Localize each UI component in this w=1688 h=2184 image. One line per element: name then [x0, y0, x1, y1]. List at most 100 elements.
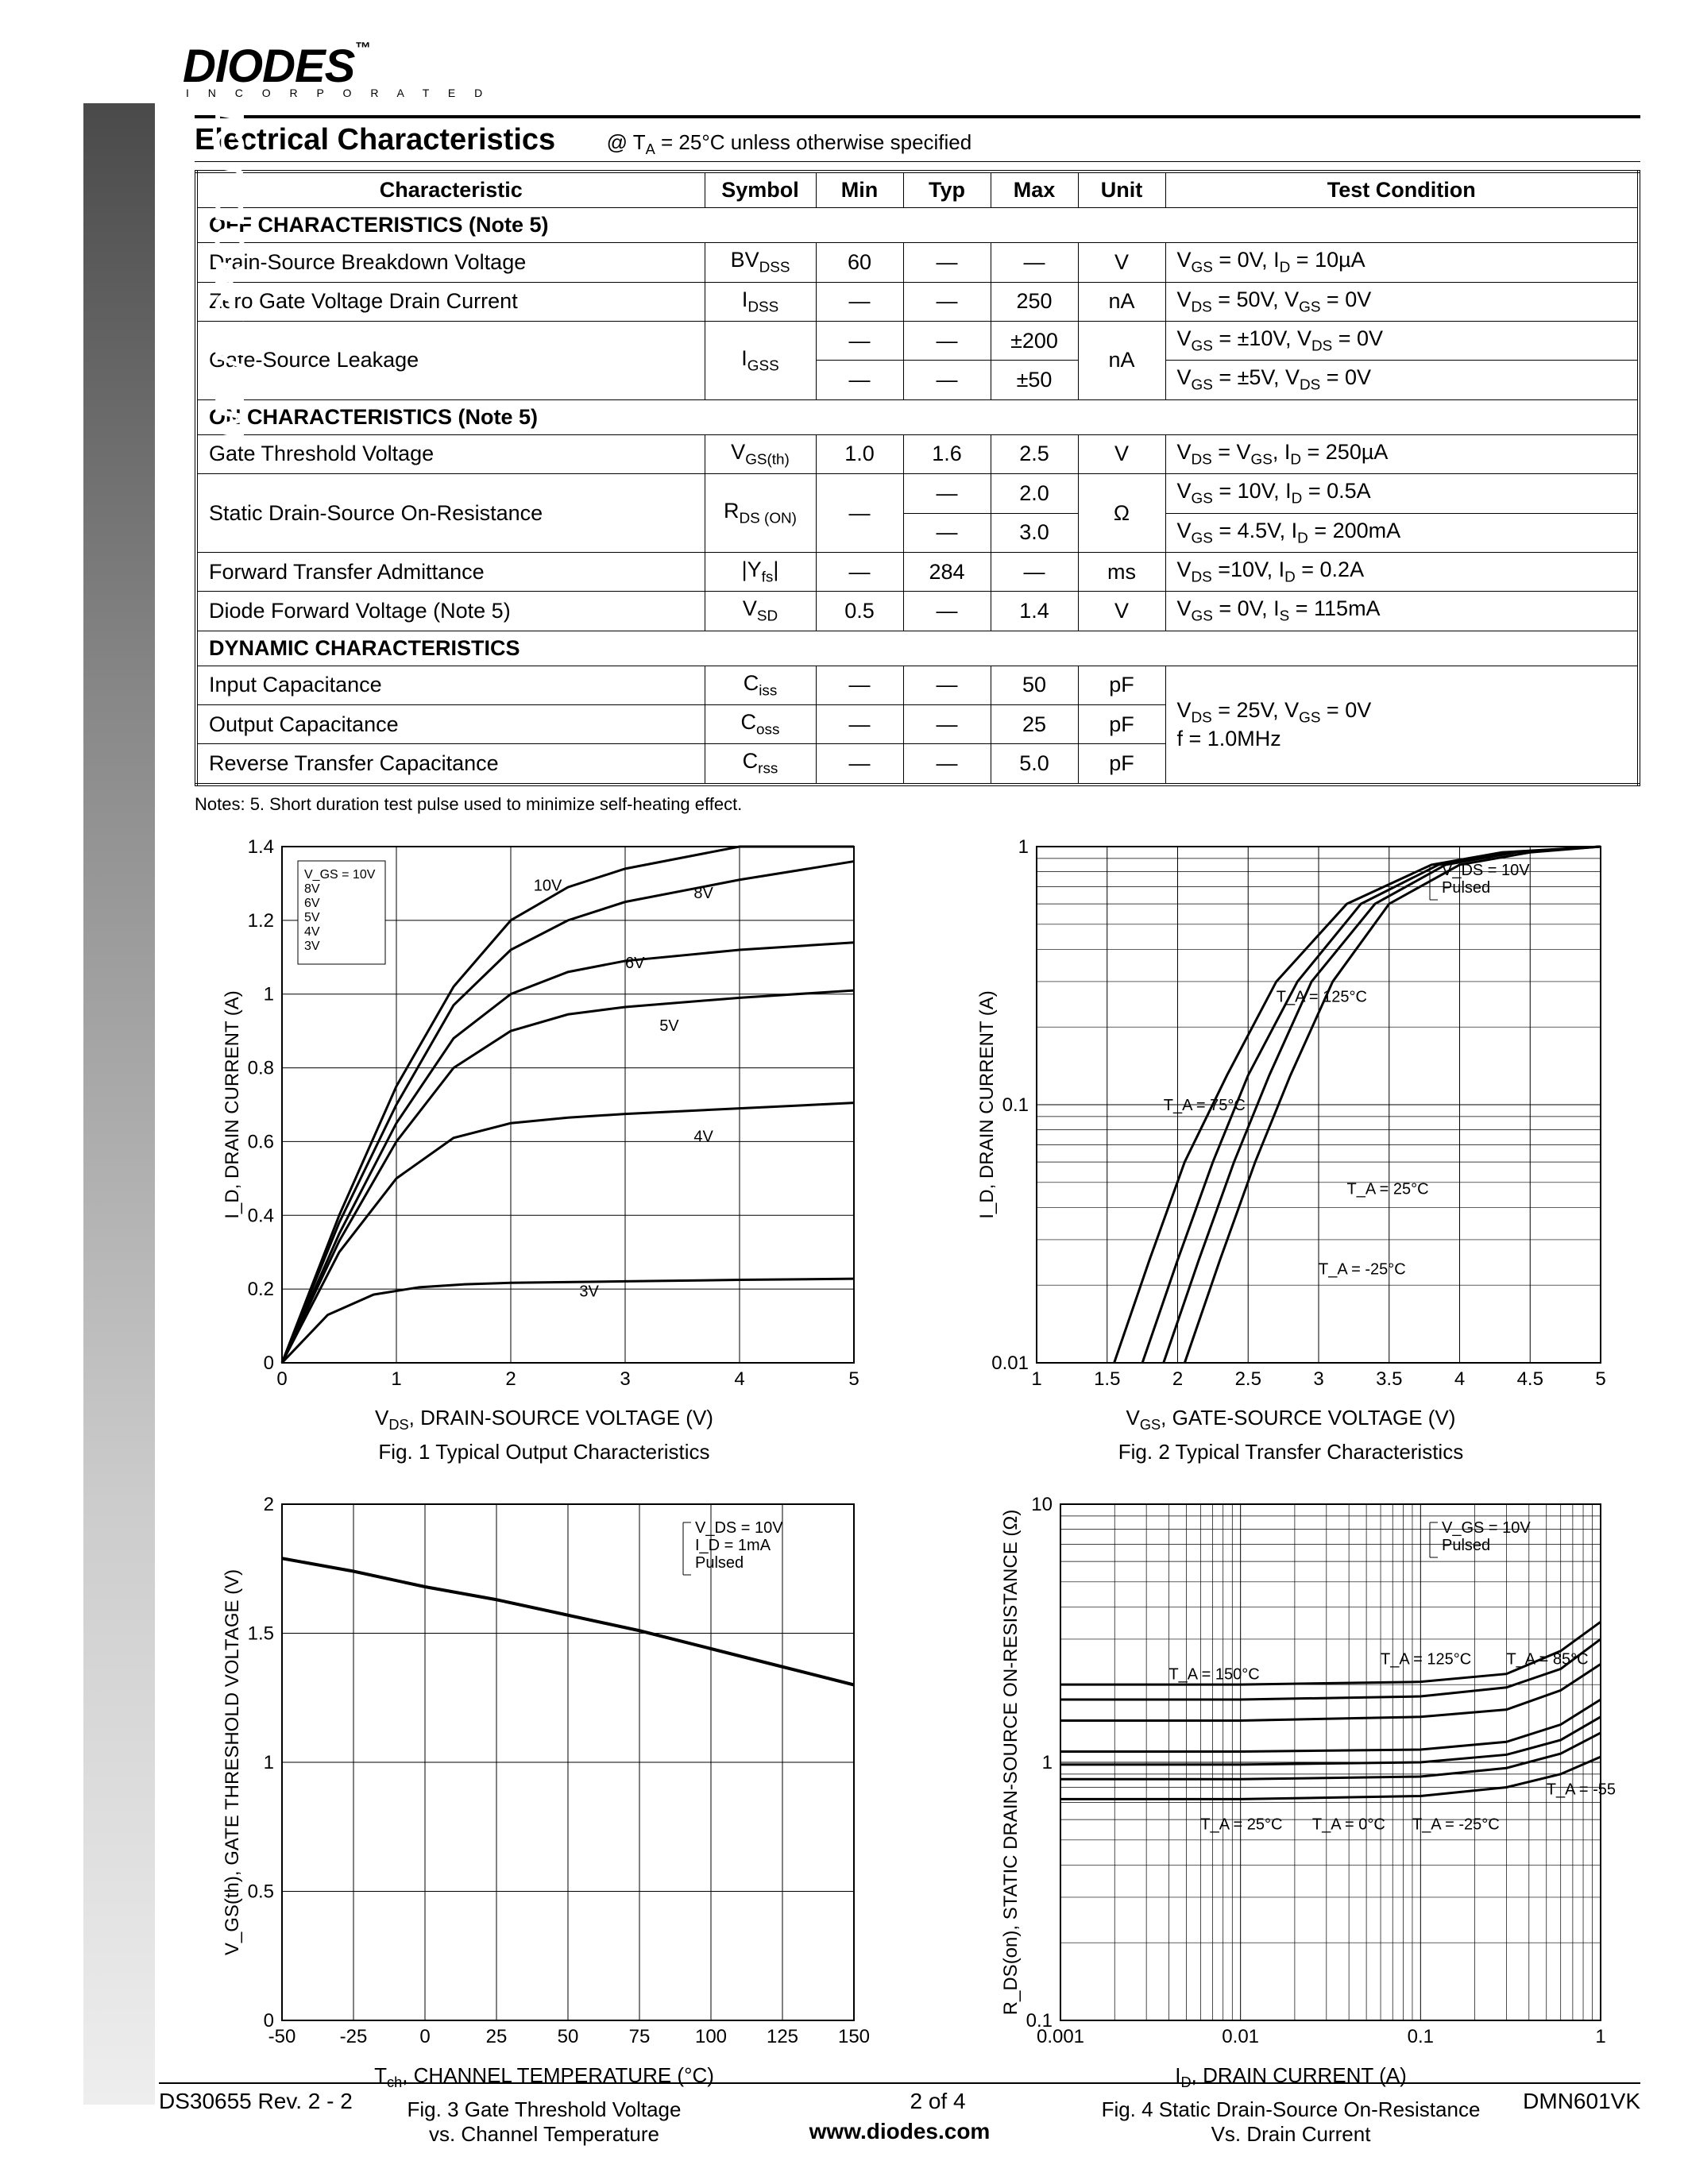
svg-text:0.01: 0.01: [991, 1352, 1029, 1374]
svg-text:4V: 4V: [693, 1128, 713, 1145]
svg-text:0: 0: [264, 1352, 274, 1374]
footer-left: DS30655 Rev. 2 - 2: [159, 2089, 353, 2114]
sidebar-gradient: NEW PRODUCT: [83, 103, 155, 2105]
svg-text:T_A = -55°C: T_A = -55°C: [1547, 1781, 1617, 1799]
fig2-chart: 1 1.5 2 2.5 3 3.5 4 4.5 5 0.01 0.1 1 T_A = 125°C T_A …: [941, 831, 1640, 1464]
svg-text:1.5: 1.5: [1094, 1368, 1120, 1390]
table-row: Drain-Source Breakdown Voltage BVDSS 60 …: [196, 243, 1639, 282]
table-row: Zero Gate Voltage Drain Current IDSS — —…: [196, 282, 1639, 321]
col-min: Min: [816, 172, 903, 208]
svg-text:6V: 6V: [625, 955, 645, 972]
footer-url: www.diodes.com: [159, 2119, 1640, 2144]
notes-text: Notes: 5. Short duration test pulse used…: [195, 794, 1640, 815]
elec-char-table: Characteristic Symbol Min Typ Max Unit T…: [195, 170, 1640, 786]
fig4-chart: 0.0010.010.110.1110T_A = 150°CT_A = 125°…: [941, 1488, 1640, 2147]
svg-text:8V: 8V: [304, 882, 320, 896]
table-row: Gate Threshold Voltage VGS(th) 1.0 1.6 2…: [196, 434, 1639, 473]
svg-text:3V: 3V: [579, 1283, 599, 1300]
svg-text:T_A = 85°C: T_A = 85°C: [1506, 1650, 1588, 1668]
svg-text:0.01: 0.01: [1222, 2026, 1259, 2047]
svg-text:4: 4: [1454, 1368, 1465, 1390]
svg-text:V_DS = 10V: V_DS = 10V: [1442, 862, 1530, 879]
svg-text:8V: 8V: [693, 885, 713, 902]
table-row: Input Capacitance Ciss — — 50 pF VDS = 2…: [196, 666, 1639, 704]
col-test-condition: Test Condition: [1165, 172, 1639, 208]
svg-text:Pulsed: Pulsed: [695, 1554, 744, 1572]
svg-text:1.2: 1.2: [248, 910, 274, 932]
svg-text:1: 1: [264, 1752, 274, 1773]
svg-text:0.8: 0.8: [248, 1057, 274, 1078]
svg-text:Pulsed: Pulsed: [1442, 1537, 1490, 1554]
sidebar-label: NEW PRODUCT: [0, 101, 254, 439]
svg-text:Pulsed: Pulsed: [1442, 879, 1490, 897]
svg-text:2: 2: [505, 1368, 516, 1390]
col-unit: Unit: [1078, 172, 1165, 208]
svg-text:0.6: 0.6: [248, 1131, 274, 1152]
svg-text:4: 4: [734, 1368, 744, 1390]
logo-subtitle: I N C O R P O R A T E D: [186, 87, 1648, 99]
svg-text:I_D, DRAIN CURRENT (A): I_D, DRAIN CURRENT (A): [976, 990, 998, 1219]
table-header-row: Characteristic Symbol Min Typ Max Unit T…: [196, 172, 1639, 208]
svg-text:T_A = 25°C: T_A = 25°C: [1200, 1815, 1282, 1833]
svg-text:I_D = 1mA: I_D = 1mA: [695, 1537, 771, 1554]
svg-text:5V: 5V: [304, 911, 320, 924]
svg-text:5: 5: [848, 1368, 859, 1390]
table-row: Diode Forward Voltage (Note 5) VSD 0.5 —…: [196, 592, 1639, 631]
svg-text:0.2: 0.2: [248, 1279, 274, 1300]
svg-text:V_DS = 10V: V_DS = 10V: [695, 1519, 783, 1537]
svg-text:1: 1: [1018, 836, 1029, 858]
svg-text:T_A = 125°C: T_A = 125°C: [1381, 1650, 1471, 1668]
svg-text:R_DS(on), STATIC DRAIN-SOURCE: R_DS(on), STATIC DRAIN-SOURCE ON-RESISTA…: [1000, 1510, 1022, 2016]
svg-text:0: 0: [276, 1368, 287, 1390]
svg-text:V_GS(th), GATE THRESHOLD VOLTA: V_GS(th), GATE THRESHOLD VOLTAGE (V): [222, 1569, 243, 1955]
svg-text:1: 1: [1595, 2026, 1605, 2047]
svg-text:1.4: 1.4: [248, 836, 274, 858]
svg-text:3.5: 3.5: [1376, 1368, 1402, 1390]
svg-text:0: 0: [419, 2026, 430, 2047]
svg-text:5: 5: [1595, 1368, 1605, 1390]
svg-text:V_GS = 10V: V_GS = 10V: [1442, 1519, 1531, 1537]
section-condition: @ TA = 25°C unless otherwise specified: [607, 130, 972, 158]
col-symbol: Symbol: [705, 172, 816, 208]
svg-text:T_A = 125°C: T_A = 125°C: [1277, 989, 1367, 1006]
svg-text:4V: 4V: [304, 925, 320, 939]
svg-text:4.5: 4.5: [1517, 1368, 1543, 1390]
svg-text:0: 0: [264, 2010, 274, 2032]
col-max: Max: [991, 172, 1078, 208]
table-row: Forward Transfer Admittance |Yfs| — 284 …: [196, 552, 1639, 591]
footer-center: 2 of 4: [910, 2089, 965, 2114]
table-row: ON CHARACTERISTICS (Note 5): [196, 399, 1639, 434]
svg-text:2: 2: [264, 1494, 274, 1515]
svg-text:5V: 5V: [659, 1017, 679, 1035]
col-characteristic: Characteristic: [196, 172, 705, 208]
svg-text:0.4: 0.4: [248, 1205, 274, 1226]
footer-right: DMN601VK: [1523, 2089, 1640, 2114]
fig1-chart: 01234500.20.40.60.811.21.410V8V6V5V4V3VV…: [195, 831, 894, 1464]
svg-text:0.1: 0.1: [1026, 2010, 1053, 2032]
svg-text:10V: 10V: [534, 878, 562, 895]
svg-text:1: 1: [391, 1368, 401, 1390]
svg-text:0.1: 0.1: [1002, 1094, 1029, 1116]
svg-text:T_A = 75°C: T_A = 75°C: [1164, 1097, 1246, 1114]
table-row: OFF CHARACTERISTICS (Note 5): [196, 208, 1639, 243]
svg-text:I_D, DRAIN CURRENT (A): I_D, DRAIN CURRENT (A): [222, 990, 243, 1219]
svg-text:1: 1: [1031, 1368, 1041, 1390]
col-typ: Typ: [903, 172, 991, 208]
logo: DIODES™ I N C O R P O R A T E D: [183, 40, 1648, 99]
table-row: Static Drain-Source On-Resistance RDS (O…: [196, 474, 1639, 513]
svg-text:1: 1: [264, 984, 274, 1005]
svg-text:2.5: 2.5: [1235, 1368, 1261, 1390]
svg-text:0.1: 0.1: [1408, 2026, 1434, 2047]
svg-text:10: 10: [1031, 1494, 1053, 1515]
svg-text:75: 75: [629, 2026, 651, 2047]
svg-text:1: 1: [1042, 1752, 1053, 1773]
svg-text:100: 100: [695, 2026, 727, 2047]
svg-text:-25: -25: [340, 2026, 368, 2047]
svg-text:0.5: 0.5: [248, 1881, 274, 1903]
svg-text:T_A = -25°C: T_A = -25°C: [1319, 1261, 1406, 1279]
svg-text:2: 2: [1172, 1368, 1183, 1390]
table-row: DYNAMIC CHARACTERISTICS: [196, 631, 1639, 666]
svg-text:3: 3: [1313, 1368, 1323, 1390]
svg-text:3: 3: [620, 1368, 630, 1390]
svg-text:V_GS = 10V: V_GS = 10V: [304, 868, 376, 882]
